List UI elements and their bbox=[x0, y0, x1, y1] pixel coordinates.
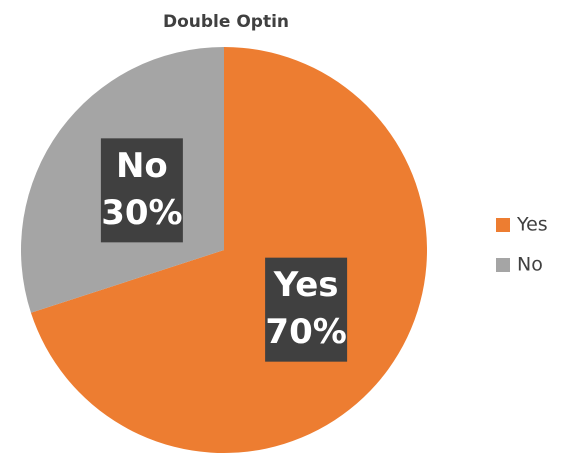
legend-label: No bbox=[517, 254, 543, 276]
legend-swatch bbox=[496, 258, 510, 272]
chart-title: Double Optin bbox=[163, 12, 289, 32]
legend-label: Yes bbox=[516, 214, 548, 236]
data-label-box bbox=[265, 257, 348, 362]
legend-swatch bbox=[496, 218, 510, 232]
data-label-category: No bbox=[116, 146, 168, 186]
data-label-value: 30% bbox=[101, 193, 182, 233]
data-label-value: 70% bbox=[265, 312, 346, 352]
data-label-category: Yes bbox=[273, 265, 339, 305]
data-label-box bbox=[100, 138, 183, 243]
